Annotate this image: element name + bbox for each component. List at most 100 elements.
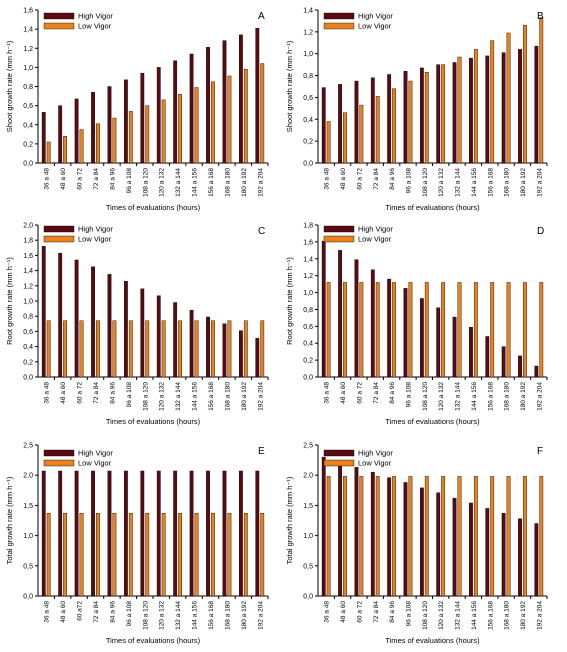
bar-high-vigor	[354, 259, 359, 378]
bar-high-vigor	[485, 55, 490, 164]
x-tick-label: 60 a 72	[356, 601, 363, 623]
x-tick-label: 156 a 168	[208, 601, 215, 630]
bar-low-vigor	[326, 121, 331, 164]
bar-high-vigor	[238, 34, 243, 164]
bar-high-vigor	[485, 508, 490, 597]
y-tick-label: 0,0	[303, 375, 313, 382]
legend-swatch-high-vigor	[323, 449, 355, 457]
x-tick-label: 168 a 180	[504, 382, 511, 411]
y-tick-label: 1,0	[23, 533, 33, 540]
bar-low-vigor	[408, 80, 413, 164]
bar-low-vigor	[523, 25, 527, 164]
x-tick-label: 96 a 108	[405, 601, 412, 627]
bar-high-vigor	[469, 326, 473, 378]
bar-high-vigor	[321, 87, 326, 164]
bar-high-vigor	[534, 523, 539, 597]
y-tick-label: 1,4	[23, 27, 33, 34]
x-axis-title: Times of evaluations (hours)	[385, 636, 480, 645]
x-tick-label: 192 a 204	[536, 382, 543, 411]
y-tick-label: 0,6	[23, 329, 33, 336]
bar-high-vigor	[387, 278, 392, 378]
legend-label: High Vigor	[78, 12, 113, 21]
x-tick-label: 192 a 204	[536, 601, 543, 630]
y-tick-label: 0,2	[23, 141, 33, 148]
bar-low-vigor	[523, 476, 527, 597]
y-tick-label: 0,0	[303, 161, 313, 168]
x-tick-label: 108 a 120	[422, 601, 429, 630]
y-tick-label: 0,8	[303, 73, 313, 80]
x-tick-label: 156 a 168	[487, 601, 494, 630]
y-tick-label: 1,0	[23, 299, 33, 306]
bar-high-vigor	[501, 513, 506, 597]
x-tick-label: 60 a 72	[77, 168, 84, 190]
bar-high-vigor	[452, 316, 457, 378]
x-tick-label: 120 a 132	[438, 382, 445, 411]
bar-low-vigor	[46, 513, 51, 597]
x-tick-label: 96 a 108	[405, 382, 412, 408]
bar-low-vigor	[194, 87, 199, 164]
y-tick-label: 0,4	[23, 122, 33, 129]
bar-low-vigor	[128, 513, 133, 597]
bar-low-vigor	[145, 513, 150, 597]
bar-high-vigor	[41, 246, 46, 378]
legend-swatch-low-vigor	[43, 235, 75, 243]
y-tick-label: 2,5	[23, 443, 33, 450]
y-tick-label: 1,0	[303, 290, 313, 297]
y-axis-title: Total growth rate (mm h⁻¹)	[285, 476, 294, 564]
y-tick-label: 1,6	[23, 8, 33, 15]
bar-low-vigor	[194, 513, 199, 597]
bar-low-vigor	[392, 282, 396, 378]
bar-high-vigor	[156, 295, 161, 378]
y-tick-label: 1,0	[23, 65, 33, 72]
bar-high-vigor	[338, 461, 342, 597]
x-axis-title: Times of evaluations (hours)	[106, 417, 201, 426]
bar-low-vigor	[343, 112, 347, 164]
panel-letter: A	[258, 11, 265, 22]
bar-low-vigor	[375, 476, 380, 597]
y-tick-label: 2,0	[23, 223, 33, 230]
panel-letter: D	[537, 226, 544, 237]
bar-low-vigor	[227, 513, 232, 597]
bar-low-vigor	[506, 32, 511, 164]
bar-low-vigor	[227, 75, 232, 164]
y-tick-label: 0,5	[23, 563, 33, 570]
bar-low-vigor	[343, 476, 347, 597]
panel-letter: C	[258, 226, 265, 237]
bar-low-vigor	[260, 320, 265, 378]
bar-low-vigor	[96, 513, 100, 597]
y-tick-label: 0,6	[303, 95, 313, 102]
bar-high-vigor	[140, 288, 145, 378]
y-tick-label: 1,8	[23, 238, 33, 245]
y-tick-label: 0,2	[23, 359, 33, 366]
y-tick-label: 1,5	[23, 503, 33, 510]
bar-high-vigor	[156, 470, 161, 597]
x-tick-label: 96 a 108	[126, 601, 133, 627]
x-tick-label: 168 a 180	[224, 382, 231, 411]
bar-low-vigor	[63, 513, 68, 597]
bar-high-vigor	[91, 266, 95, 378]
x-tick-label: 48 a 60	[60, 382, 67, 404]
x-tick-label: 120 a 132	[159, 168, 166, 197]
bar-low-vigor	[392, 476, 396, 597]
bar-high-vigor	[518, 355, 522, 378]
bar-low-vigor	[79, 513, 84, 597]
bar-high-vigor	[173, 470, 178, 597]
x-tick-label: 156 a 168	[487, 382, 494, 411]
x-tick-label: 96 a 108	[126, 382, 133, 408]
legend-label: Low Vigor	[78, 22, 112, 31]
x-tick-label: 144 a 156	[192, 382, 199, 411]
panel-letter: E	[258, 446, 265, 457]
bar-high-vigor	[58, 470, 63, 597]
bar-low-vigor	[506, 282, 511, 378]
bar-high-vigor	[123, 79, 128, 164]
x-tick-label: 72 a 84	[373, 601, 380, 623]
bar-high-vigor	[370, 269, 375, 378]
x-tick-label: 60 a 72	[356, 168, 363, 190]
bar-low-vigor	[161, 320, 166, 378]
bar-high-vigor	[338, 84, 342, 164]
x-tick-label: 180 a 192	[241, 601, 248, 630]
bar-high-vigor	[41, 112, 46, 164]
x-tick-label: 108 a 120	[422, 382, 429, 411]
x-tick-label: 36 a 48	[44, 601, 51, 623]
bar-high-vigor	[403, 482, 408, 597]
